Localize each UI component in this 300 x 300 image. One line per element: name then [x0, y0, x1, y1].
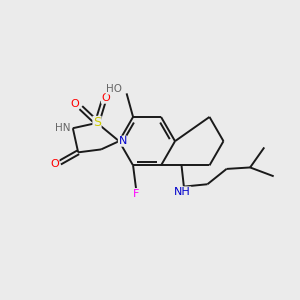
Text: O: O	[50, 159, 59, 169]
Text: N: N	[118, 136, 127, 146]
Text: F: F	[133, 189, 139, 199]
Text: S: S	[93, 116, 101, 129]
Text: O: O	[101, 93, 110, 103]
Text: NH: NH	[174, 187, 191, 197]
Text: O: O	[70, 99, 79, 109]
Text: HO: HO	[106, 84, 122, 94]
Text: HN: HN	[55, 123, 70, 133]
